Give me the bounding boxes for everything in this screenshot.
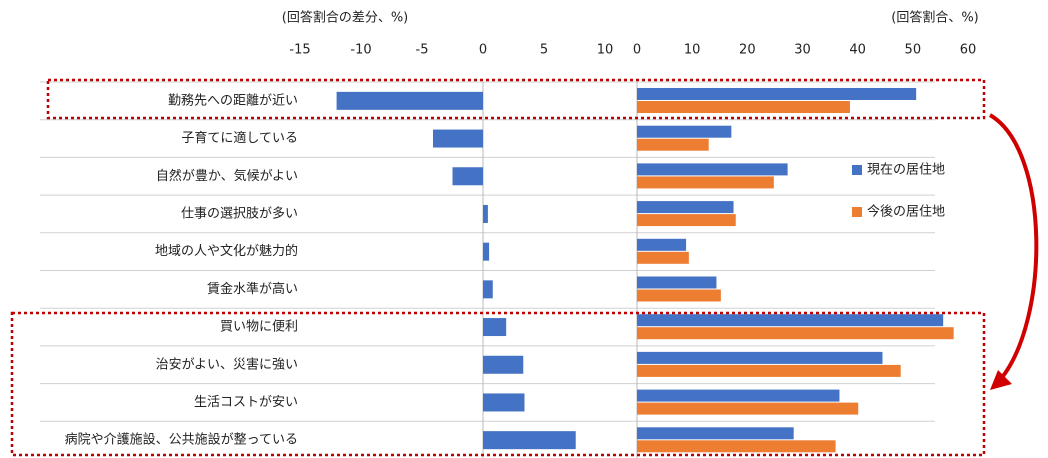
bar bbox=[483, 242, 490, 261]
bar bbox=[637, 402, 859, 415]
category-label: 仕事の選択肢が多い bbox=[181, 205, 298, 221]
plot: -15 -10 -5 0 5 10 0 10 20 30 40 50 60 勤務先への距離が近い子育てに適… bbox=[40, 43, 976, 458]
bar bbox=[637, 214, 736, 227]
bar bbox=[483, 355, 524, 374]
bar bbox=[637, 125, 732, 138]
category-label: 自然が豊か、気候がよい bbox=[156, 168, 298, 184]
bar bbox=[432, 129, 483, 148]
bar bbox=[637, 201, 734, 214]
category-label: 病院や介護施設、公共施設が整っている bbox=[65, 432, 298, 448]
x-tick-label: 30 bbox=[794, 43, 811, 58]
x-tick-label: 20 bbox=[739, 43, 756, 58]
bar bbox=[637, 289, 721, 302]
x-tick-label: 10 bbox=[597, 43, 614, 58]
category-label: 買い物に便利 bbox=[220, 320, 298, 335]
axis-label: (回答割合、%) bbox=[891, 10, 979, 26]
x-tick-label: 5 bbox=[540, 43, 548, 58]
x-tick-label: 10 bbox=[684, 43, 701, 58]
x-tick-label: 0 bbox=[479, 43, 487, 58]
bar bbox=[483, 204, 488, 223]
highlight-box bbox=[46, 78, 986, 120]
category-label: 地域の人や文化が魅力的 bbox=[155, 243, 298, 259]
category-label: 賃金水準が高い bbox=[207, 281, 298, 297]
bar bbox=[637, 251, 689, 264]
bar bbox=[637, 389, 840, 402]
legend-swatch bbox=[852, 207, 862, 217]
bar bbox=[452, 167, 483, 186]
bar bbox=[483, 393, 525, 412]
bar bbox=[483, 431, 576, 450]
axis-label: (回答割合の差分、%) bbox=[282, 10, 409, 26]
bar bbox=[637, 427, 794, 440]
bar bbox=[637, 163, 788, 176]
category-label: 子育てに適している bbox=[181, 130, 298, 146]
bar bbox=[336, 91, 483, 110]
category-label: 治安がよい、災害に強い bbox=[156, 356, 298, 372]
bar bbox=[637, 314, 944, 327]
category-label: 生活コストが安い bbox=[194, 395, 298, 410]
category-label: 勤務先への距離が近い bbox=[168, 93, 298, 108]
bar bbox=[637, 88, 917, 100]
x-tick-label: 0 bbox=[633, 43, 641, 58]
bar bbox=[637, 138, 709, 151]
highlight-box bbox=[10, 311, 986, 457]
legend-label: 今後の居住地 bbox=[867, 204, 945, 220]
x-tick-label: -5 bbox=[416, 43, 429, 58]
x-tick-label: 40 bbox=[849, 43, 866, 58]
legend-swatch bbox=[852, 165, 862, 175]
bar bbox=[483, 318, 507, 337]
bar bbox=[637, 101, 850, 113]
x-tick-label: 60 bbox=[960, 43, 977, 58]
bar bbox=[637, 351, 883, 364]
bar bbox=[637, 238, 687, 251]
arrow bbox=[988, 113, 1039, 382]
bar bbox=[637, 176, 774, 189]
x-tick-label: 50 bbox=[905, 43, 922, 58]
bar bbox=[637, 364, 901, 377]
bar bbox=[637, 276, 717, 289]
arrow-head bbox=[990, 370, 1012, 390]
bar bbox=[483, 280, 493, 299]
x-tick-label: -15 bbox=[289, 43, 310, 58]
bar bbox=[637, 327, 954, 340]
x-tick-label: -10 bbox=[350, 43, 371, 58]
bar bbox=[637, 440, 836, 453]
legend-label: 現在の居住地 bbox=[867, 163, 945, 178]
